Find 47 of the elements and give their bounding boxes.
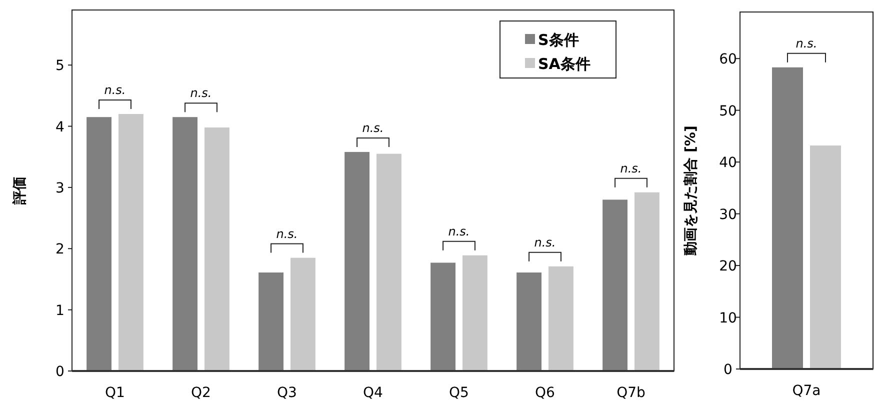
annotation: n.s. (534, 235, 556, 250)
legend-label: S条件 (538, 31, 579, 49)
bar (376, 154, 402, 371)
y-tick-label: 0 (724, 362, 732, 378)
bar (344, 152, 370, 371)
y-tick-label: 5 (56, 58, 64, 74)
y-tick-label: 30 (719, 206, 737, 223)
bar (516, 272, 542, 371)
annotation: n.s. (190, 86, 212, 100)
x-tick-label: Q6 (535, 385, 556, 401)
x-tick-label: Q7a (792, 383, 821, 399)
bar (172, 117, 198, 371)
annotation: n.s. (448, 224, 470, 238)
y-axis-title: 動画を見た割合 [%] (682, 126, 699, 256)
bar (86, 117, 112, 371)
x-tick-label: Q4 (363, 385, 384, 401)
bar (430, 262, 456, 371)
bar (548, 266, 574, 371)
x-tick-label: Q7b (616, 385, 646, 401)
annotation: n.s. (276, 226, 298, 241)
annotation: n.s. (362, 120, 384, 135)
y-tick-label: 10 (719, 310, 737, 326)
y-tick-label: 2 (56, 242, 64, 258)
y-tick-label: 40 (719, 155, 737, 172)
y-tick-label: 20 (719, 258, 737, 275)
bar (290, 258, 316, 371)
legend-label: SA条件 (538, 55, 590, 73)
x-tick-label: Q1 (105, 385, 125, 401)
annotation: n.s. (796, 36, 818, 50)
annotation: n.s. (104, 83, 126, 98)
y-tick-label: 1 (56, 302, 64, 319)
bar (462, 255, 488, 371)
bar (204, 127, 230, 371)
y-tick-label: 50 (719, 103, 737, 120)
bar (634, 192, 660, 371)
bar (118, 114, 144, 371)
y-tick-label: 60 (719, 52, 737, 68)
y-tick-label: 4 (56, 119, 65, 136)
x-tick-label: Q2 (191, 385, 211, 401)
x-tick-label: Q5 (449, 385, 469, 401)
annotation: n.s. (620, 161, 642, 176)
bar (602, 200, 628, 371)
bar (258, 272, 284, 371)
x-tick-label: Q3 (277, 385, 297, 401)
y-axis-title: 評価 (10, 176, 28, 206)
y-tick-label: 0 (56, 364, 64, 380)
y-tick-label: 3 (56, 180, 64, 196)
